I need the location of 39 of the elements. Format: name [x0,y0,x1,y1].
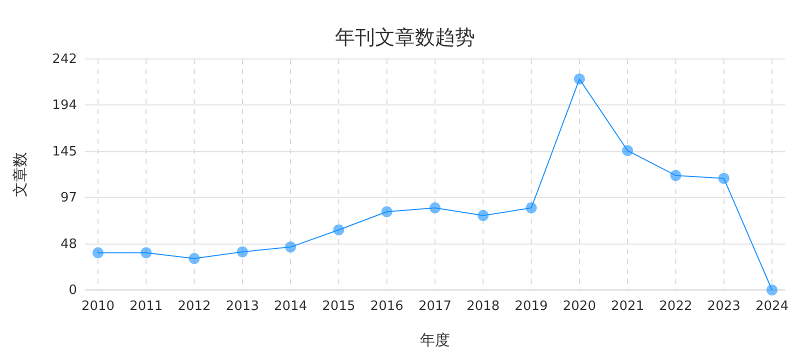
x-tick-label: 2012 [178,299,211,314]
x-tick-label: 2011 [130,299,163,314]
x-tick-label: 2014 [274,299,308,314]
x-tick-label: 2017 [418,299,452,314]
x-tick-label: 2018 [466,299,500,314]
point [140,247,152,258]
point [381,206,392,218]
point [670,170,682,181]
x-tick-label: 2013 [226,299,259,314]
x-tick-label: 2022 [659,299,692,314]
point [718,172,730,184]
x-tick-label: 2010 [81,299,115,314]
point [622,145,634,156]
point [766,284,778,296]
chart-title: 年刊文章数趋势 [335,25,475,49]
y-tick-label: 0 [68,283,77,298]
point [285,242,296,253]
y-tick-label: 48 [60,237,77,252]
x-tick-label: 2019 [514,299,548,314]
x-tick-label: 2023 [707,299,740,314]
point [526,202,537,214]
point [236,246,248,258]
y-tick-label: 145 [52,144,77,160]
x-axis-title: 年度 [420,331,450,349]
point [430,202,440,214]
point [92,247,104,258]
x-tick-label: 2021 [611,299,644,314]
point [333,224,344,236]
x-tick-label: 2024 [755,299,789,314]
y-tick-label: 97 [60,190,77,206]
y-tick-label: 194 [52,98,77,113]
y-axis-title: 文章数 [11,152,29,197]
x-tick-label: 2015 [322,299,356,314]
point [188,253,200,264]
x-tick-label: 2016 [370,299,404,314]
x-tick-label: 2020 [562,299,596,314]
y-tick-label: 242 [52,52,77,67]
point [574,74,585,85]
point [478,210,489,222]
